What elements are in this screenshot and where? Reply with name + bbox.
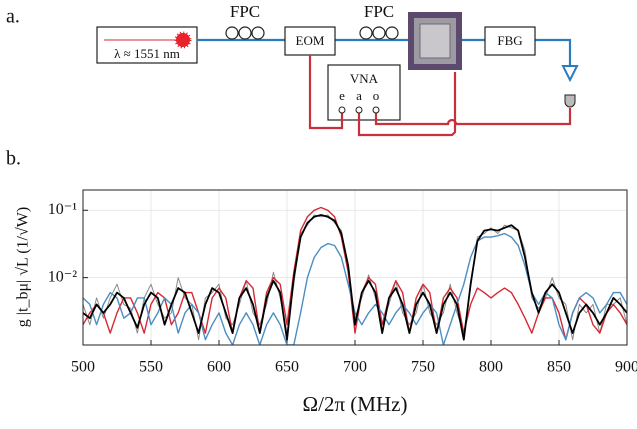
x-axis-label: Ω/2π (MHz) xyxy=(303,392,408,416)
plot-frame xyxy=(82,189,628,346)
series-line xyxy=(83,214,627,341)
y-tick-label: 10⁻² xyxy=(48,268,77,285)
plot-lines xyxy=(83,206,627,345)
fbg-label: FBG xyxy=(497,33,522,48)
port-label: o xyxy=(373,88,380,103)
eom-box xyxy=(284,26,336,56)
series-line xyxy=(83,232,627,345)
y-axis-label: g |t_bμ| √L (1/√W) xyxy=(15,207,32,327)
eom-label: EOM xyxy=(296,33,325,48)
fpc-coils xyxy=(225,26,399,40)
x-tick-label: 650 xyxy=(275,359,299,376)
x-tick-label: 700 xyxy=(343,359,367,376)
fbg-box xyxy=(484,26,536,56)
y-tick-label: 10⁻¹ xyxy=(48,201,77,218)
detector xyxy=(564,94,576,108)
fiber xyxy=(197,38,572,66)
x-tick-label: 850 xyxy=(547,359,571,376)
x-tick-label: 900 xyxy=(615,359,637,376)
panel-label: a. xyxy=(6,6,20,28)
fpc-label: FPC xyxy=(364,2,394,21)
x-tick-label: 600 xyxy=(207,359,231,376)
panel-label: b. xyxy=(6,148,21,170)
x-tick-label: 500 xyxy=(71,359,95,376)
amplifier xyxy=(561,65,579,83)
x-tick-label: 750 xyxy=(411,359,435,376)
port-label: e xyxy=(339,88,345,103)
vna-label: VNA xyxy=(350,71,379,86)
fpc-label: FPC xyxy=(230,2,260,21)
setup-diagram xyxy=(96,12,579,137)
rf-cables xyxy=(308,55,572,137)
x-tick-label: 550 xyxy=(139,359,163,376)
laser-spot xyxy=(174,31,192,49)
laser-label: λ ≈ 1551 nm xyxy=(114,46,180,61)
grid xyxy=(82,190,628,345)
port-label: a xyxy=(356,88,362,103)
x-tick-label: 800 xyxy=(479,359,503,376)
chip-core xyxy=(419,23,451,59)
series-line xyxy=(83,206,627,341)
